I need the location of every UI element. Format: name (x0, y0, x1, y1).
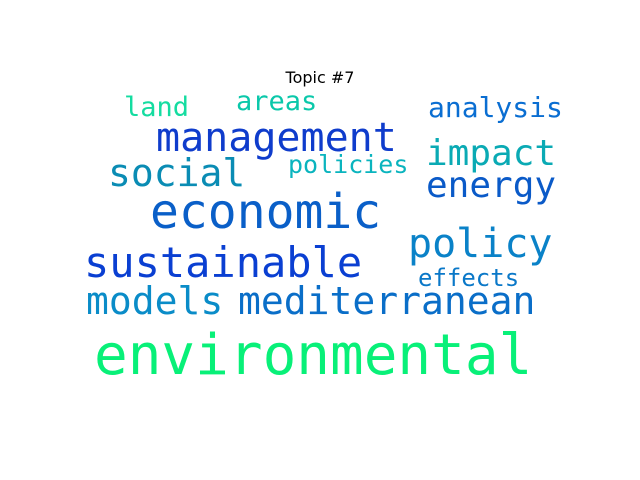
word-energy: energy (426, 165, 557, 206)
word-mediterranean: mediterranean (238, 279, 536, 323)
word-impact: impact (426, 133, 557, 174)
word-policy: policy (408, 221, 553, 267)
word-analysis: analysis (428, 91, 563, 124)
word-areas: areas (236, 86, 318, 117)
figure-title: Topic #7 (285, 68, 355, 87)
word-policies: policies (288, 150, 409, 179)
word-effects: effects (418, 264, 520, 292)
word-social: social (108, 151, 246, 195)
word-environmental: environmental (94, 323, 533, 388)
word-models: models (86, 279, 224, 323)
word-land: land (124, 92, 190, 123)
word-management: management (156, 115, 397, 161)
word-economic: economic (150, 184, 382, 240)
word-sustainable: sustainable (84, 238, 363, 287)
